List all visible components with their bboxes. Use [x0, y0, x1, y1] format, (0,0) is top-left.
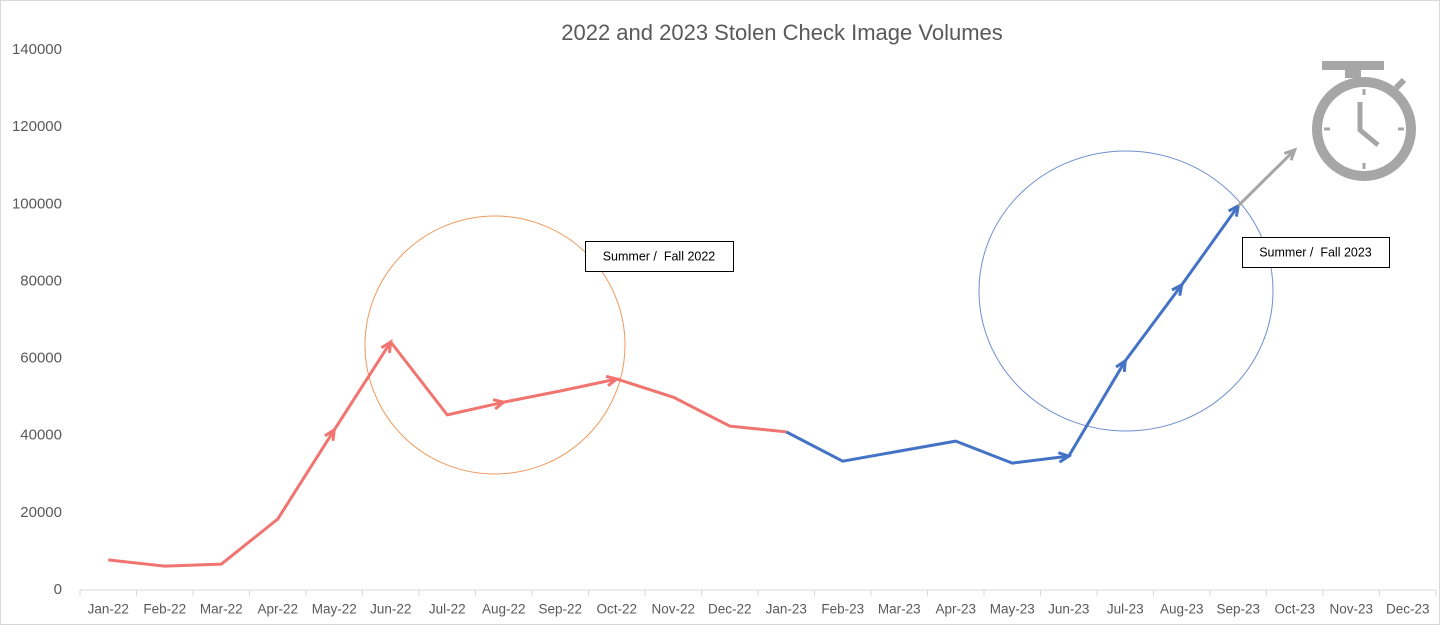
x-tick-label: Apr-22 [257, 602, 298, 617]
x-tick-label: Jul-22 [429, 602, 466, 617]
y-tick-label: 100000 [12, 195, 62, 212]
x-tick-label: Aug-22 [482, 602, 526, 617]
y-tick-label: 40000 [20, 427, 62, 444]
y-tick-label: 140000 [12, 41, 62, 58]
arrow-head [324, 427, 337, 442]
y-tick-label: 60000 [20, 350, 62, 367]
x-tick-label: May-22 [312, 602, 357, 617]
x-tick-label: Jul-23 [1107, 602, 1144, 617]
x-tick-label: Jan-23 [766, 602, 807, 617]
arrow-head [1115, 357, 1128, 372]
x-tick-label: Nov-22 [651, 602, 695, 617]
x-tick-label: Jan-22 [88, 602, 129, 617]
arrow-head [1057, 451, 1073, 464]
annotation-box [1242, 237, 1390, 268]
x-tick-label: Oct-23 [1274, 602, 1315, 617]
x-tick-label: Aug-23 [1160, 602, 1204, 617]
annotation: Summer / Fall 2022 [603, 249, 716, 263]
x-tick-label: Sep-22 [538, 602, 582, 617]
highlight-circle [364, 215, 626, 475]
arrow-head [492, 398, 508, 411]
annotation: Summer / Fall 2023 [1259, 245, 1372, 259]
series-line [108, 340, 787, 568]
annotation-box [585, 241, 734, 272]
x-tick-label: Mar-22 [200, 602, 243, 617]
x-tick-label: May-23 [990, 602, 1035, 617]
x-tick-label: Feb-22 [143, 602, 186, 617]
x-tick-label: Sep-23 [1216, 602, 1260, 617]
series-line [785, 204, 1240, 465]
x-tick-label: Apr-23 [935, 602, 976, 617]
highlight-circle [978, 150, 1274, 432]
x-tick-label: Jun-23 [1048, 602, 1089, 617]
y-tick-label: 120000 [12, 118, 62, 135]
arrow-head [605, 374, 621, 387]
x-tick-label: Dec-23 [1386, 602, 1430, 617]
y-tick-label: 20000 [20, 504, 62, 521]
y-tick-label: 80000 [20, 272, 62, 289]
x-tick-label: Nov-23 [1329, 602, 1373, 617]
x-tick-label: Dec-22 [708, 602, 752, 617]
stopwatch-icon [1312, 61, 1416, 181]
x-tick-label: Mar-23 [878, 602, 921, 617]
x-tick-label: Oct-22 [596, 602, 637, 617]
x-tick-label: Jun-22 [370, 602, 411, 617]
arrow-head [1283, 147, 1298, 161]
chart-title: 2022 and 2023 Stolen Check Image Volumes [561, 20, 1003, 45]
x-tick-label: Feb-23 [821, 602, 864, 617]
arrow-head [1171, 282, 1184, 296]
y-tick-label: 0 [54, 581, 62, 598]
arrow-head [380, 339, 393, 354]
series-line [1237, 148, 1296, 207]
